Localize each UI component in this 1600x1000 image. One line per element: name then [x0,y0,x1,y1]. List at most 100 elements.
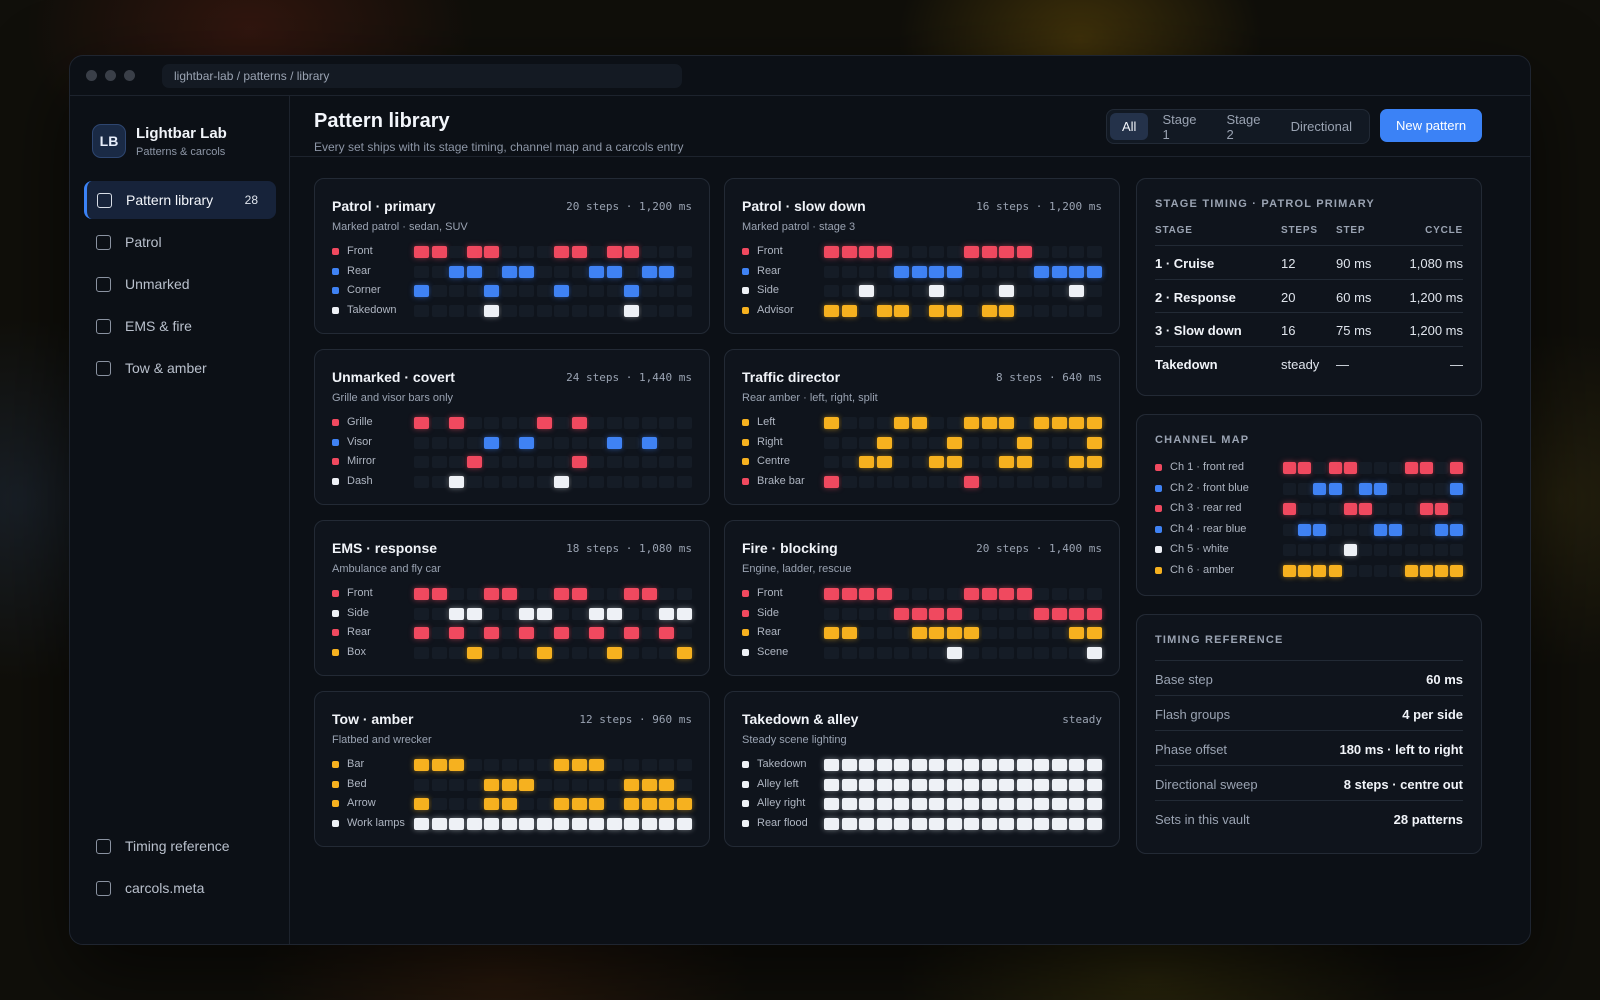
lit-cell [624,246,639,258]
lit-cell [641,588,657,600]
off-cell [999,265,1014,278]
lit-cell [946,778,962,791]
off-cell [466,588,482,600]
stage-timing-panel: STAGE TIMING · PATROL PRIMARY STAGE STEP… [1136,178,1482,396]
lit-cell [641,265,657,278]
lane-pattern [414,265,694,278]
sidebar-item-unmarked[interactable]: Unmarked [84,265,276,303]
window-minimize-control[interactable] [105,70,116,81]
lane-pattern [824,588,1104,600]
off-cell [466,627,482,640]
breadcrumb[interactable]: lightbar-lab / patterns / library [162,64,682,88]
stage-steps: 16 [1281,323,1296,338]
pattern-card-unmarked-covert[interactable]: Unmarked · covert 24 steps · 1,440 ms Gril… [314,349,710,505]
lit-cell [1086,436,1102,449]
lane-color-dot [332,590,339,597]
lit-cell [1435,565,1448,577]
lit-cell [859,798,874,811]
pattern-card-patrol-primary[interactable]: Patrol · primary 20 steps · 1,200 ms Marke… [314,178,710,334]
card-subtitle: Marked patrol · sedan, SUV [332,221,468,233]
lit-cell [414,285,429,298]
stage-step: 75 ms [1336,323,1372,338]
window-zoom-control[interactable] [124,70,135,81]
lit-cell [536,818,552,831]
lit-cell [449,607,464,620]
lit-cell [911,417,927,429]
lit-cell [1343,544,1357,557]
off-cell [624,265,639,278]
lane-color-dot [742,609,749,617]
pattern-card-fire-blocking[interactable]: Fire · blocking 20 steps · 1,400 ms Engine… [724,520,1120,676]
off-cell [554,647,569,660]
sidebar-item-patrol[interactable]: Patrol [84,223,276,261]
lit-cell [929,456,944,469]
lit-cell [676,647,692,660]
channel-color-dot [1155,567,1162,574]
off-cell [589,778,604,791]
off-cell [606,588,622,600]
main-content: Pattern library Every set ships with its… [290,96,1530,944]
filter-stage-2[interactable]: Stage 2 [1226,111,1261,142]
checkbox-icon [96,838,111,854]
sidebar-item-carcols-meta[interactable]: carcols.meta [84,869,276,907]
off-cell [999,607,1014,620]
lit-cell [1343,462,1357,474]
card-title: Patrol · primary [332,198,436,214]
lane-pattern [824,246,1104,258]
lit-cell [841,818,857,831]
lane-pattern [824,627,1104,640]
off-cell [519,798,534,811]
lit-cell [641,798,657,811]
off-cell [876,265,892,278]
off-cell [1435,462,1448,474]
pattern-card-traffic-director[interactable]: Traffic director 8 steps · 640 ms Rear amb… [724,349,1120,505]
lit-cell [501,265,517,278]
off-cell [1389,503,1403,516]
lit-cell [624,305,639,318]
new-pattern-button[interactable]: New pattern [1380,109,1482,142]
sidebar-item-tow-amber[interactable]: Tow & amber [84,349,276,387]
lane-pattern [414,798,694,811]
filter-all[interactable]: All [1110,113,1149,140]
off-cell [1359,462,1372,474]
lit-cell [999,456,1014,469]
card-meta: 20 steps · 1,400 ms [976,542,1102,555]
filter-directional[interactable]: Directional [1290,119,1352,134]
off-cell [1389,482,1403,495]
lit-cell [876,818,892,831]
sidebar-item-pattern-library[interactable]: Pattern library 28 [84,181,276,219]
off-cell [519,476,534,489]
pattern-card-takedown-alley[interactable]: Takedown & alley steady Steady scene light… [724,691,1120,847]
lit-cell [624,588,639,600]
off-cell [981,285,997,298]
lit-cell [946,607,962,620]
sidebar-item-ems-fire[interactable]: EMS & fire [84,307,276,345]
lit-cell [824,417,839,429]
sidebar-item-timing-reference[interactable]: Timing reference [84,827,276,865]
lit-cell [1343,503,1357,516]
off-cell [1404,523,1418,536]
off-cell [1051,246,1067,258]
card-title: Fire · blocking [742,540,838,556]
window-close-control[interactable] [86,70,97,81]
off-cell [999,436,1014,449]
pattern-card-patrol-slow-down[interactable]: Patrol · slow down 16 steps · 1,200 ms Mar… [724,178,1120,334]
lane-color-dot [332,780,339,788]
off-cell [501,246,517,258]
lit-cell [676,798,692,811]
off-cell [449,246,464,258]
lane-color-dot [332,609,339,617]
lane-visor: Visor [332,436,694,450]
lane-color-dot [742,287,749,295]
reference-row: Phase offset 180 ms · left to right [1155,730,1463,765]
pattern-card-tow-amber[interactable]: Tow · amber 12 steps · 960 ms Flatbed and … [314,691,710,847]
filter-stage-1[interactable]: Stage 1 [1162,111,1197,142]
pattern-card-ems-response[interactable]: EMS · response 18 steps · 1,080 ms Ambulan… [314,520,710,676]
off-cell [659,647,674,660]
lit-cell [484,588,499,600]
off-cell [1359,523,1372,536]
off-cell [1034,305,1049,318]
off-cell [981,476,997,489]
off-cell [414,265,429,278]
lit-cell [929,607,944,620]
